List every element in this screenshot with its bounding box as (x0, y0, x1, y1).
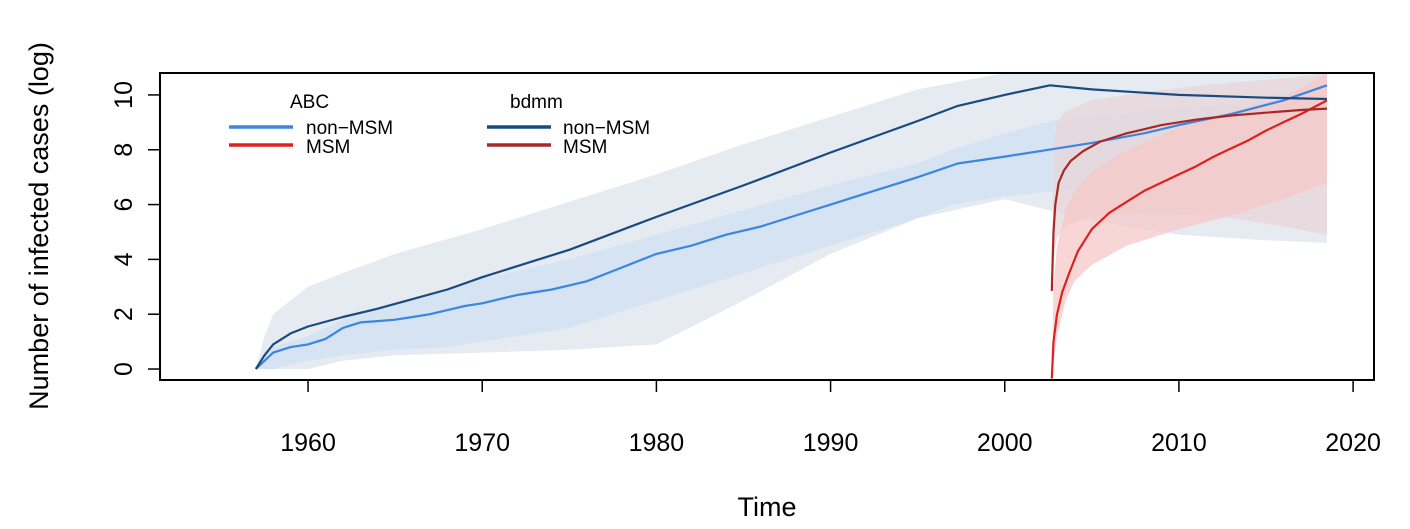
y-axis-label: Number of infected cases (log) (24, 42, 54, 410)
x-tick-label: 1970 (454, 429, 510, 457)
series-line-abc-msm (1050, 99, 1328, 379)
credible-interval-bands (255, 73, 1327, 379)
y-tick-label: 2 (110, 307, 138, 321)
band-abc-msm (1051, 73, 1327, 379)
x-tick-label: 2000 (977, 429, 1033, 457)
y-tick-label: 6 (110, 198, 138, 212)
series-line-bdmm-non-msm (254, 84, 1328, 370)
legend-group-title-bdmm: bdmm (510, 92, 563, 113)
legend-label-abc-non-msm: non−MSM (306, 118, 393, 139)
legend-label-bdmm-non-msm: non−MSM (563, 118, 650, 139)
legend-group-title-abc: ABC (290, 92, 329, 113)
legend: ABC non−MSM MSM bdmm non−MSM MSM (229, 92, 650, 158)
legend-label-abc-msm: MSM (306, 137, 350, 158)
x-tick-label: 2020 (1325, 429, 1381, 457)
x-tick-label: 1960 (280, 429, 336, 457)
x-axis: 1960 1970 1980 1990 2000 2010 2020 (280, 379, 1381, 457)
y-tick-label: 8 (110, 143, 138, 157)
x-tick-label: 1990 (803, 429, 859, 457)
legend-label-bdmm-msm: MSM (563, 137, 607, 158)
series-line-bdmm-msm (1050, 107, 1328, 291)
y-tick-label: 10 (110, 81, 138, 109)
y-tick-label: 0 (110, 362, 138, 376)
x-tick-label: 2010 (1151, 429, 1207, 457)
x-tick-label: 1980 (629, 429, 685, 457)
y-tick-label: 4 (110, 252, 138, 266)
x-axis-label: Time (738, 492, 797, 522)
y-axis: 0 2 4 6 8 10 (110, 81, 161, 376)
series-line-abc-non-msm (255, 84, 1328, 370)
series-lines (254, 84, 1328, 379)
